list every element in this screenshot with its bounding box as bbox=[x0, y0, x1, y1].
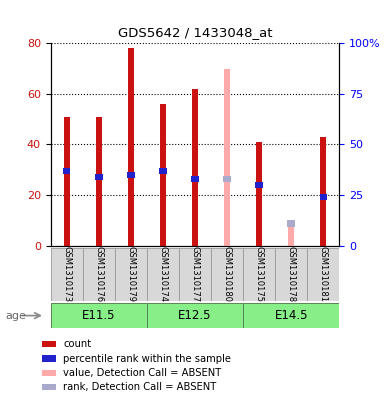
Text: GSM1310176: GSM1310176 bbox=[94, 246, 103, 302]
Bar bbox=[287, 220, 295, 226]
Bar bbox=[243, 303, 339, 328]
Bar bbox=[255, 182, 263, 188]
Text: GSM1310178: GSM1310178 bbox=[287, 246, 296, 302]
Text: GSM1310179: GSM1310179 bbox=[126, 246, 135, 302]
Text: GSM1310173: GSM1310173 bbox=[62, 246, 71, 302]
Bar bbox=[159, 167, 167, 174]
Bar bbox=[43, 370, 56, 376]
Text: E14.5: E14.5 bbox=[275, 309, 308, 322]
Bar bbox=[179, 248, 211, 301]
Text: E12.5: E12.5 bbox=[178, 309, 212, 322]
Bar bbox=[307, 248, 339, 301]
Text: rank, Detection Call = ABSENT: rank, Detection Call = ABSENT bbox=[63, 382, 216, 392]
Text: GSM1310181: GSM1310181 bbox=[319, 246, 328, 302]
Bar bbox=[160, 104, 166, 246]
Bar bbox=[64, 117, 70, 246]
Bar bbox=[96, 117, 102, 246]
Bar bbox=[256, 142, 262, 246]
Bar bbox=[288, 225, 294, 246]
Text: GSM1310180: GSM1310180 bbox=[223, 246, 232, 302]
Bar bbox=[128, 48, 134, 246]
Bar bbox=[191, 176, 199, 182]
Text: age: age bbox=[6, 310, 27, 321]
Bar bbox=[43, 341, 56, 347]
Text: GSM1310174: GSM1310174 bbox=[158, 246, 167, 302]
Bar bbox=[224, 68, 230, 246]
Text: E11.5: E11.5 bbox=[82, 309, 115, 322]
Bar bbox=[192, 89, 198, 246]
Bar bbox=[115, 248, 147, 301]
Bar bbox=[320, 137, 326, 246]
Text: GSM1310177: GSM1310177 bbox=[190, 246, 200, 302]
Bar bbox=[83, 248, 115, 301]
Bar bbox=[147, 248, 179, 301]
Text: value, Detection Call = ABSENT: value, Detection Call = ABSENT bbox=[63, 368, 221, 378]
Bar bbox=[319, 194, 327, 200]
Bar bbox=[51, 303, 147, 328]
Bar bbox=[275, 248, 307, 301]
Bar bbox=[63, 167, 71, 174]
Bar bbox=[127, 172, 135, 178]
Bar bbox=[147, 303, 243, 328]
Text: GDS5642 / 1433048_at: GDS5642 / 1433048_at bbox=[118, 26, 272, 39]
Text: percentile rank within the sample: percentile rank within the sample bbox=[63, 354, 231, 364]
Bar bbox=[243, 248, 275, 301]
Text: GSM1310175: GSM1310175 bbox=[255, 246, 264, 302]
Bar bbox=[211, 248, 243, 301]
Text: count: count bbox=[63, 339, 91, 349]
Bar bbox=[223, 176, 231, 182]
Bar bbox=[95, 174, 103, 180]
Bar bbox=[43, 384, 56, 390]
Bar bbox=[43, 355, 56, 362]
Bar bbox=[51, 248, 83, 301]
